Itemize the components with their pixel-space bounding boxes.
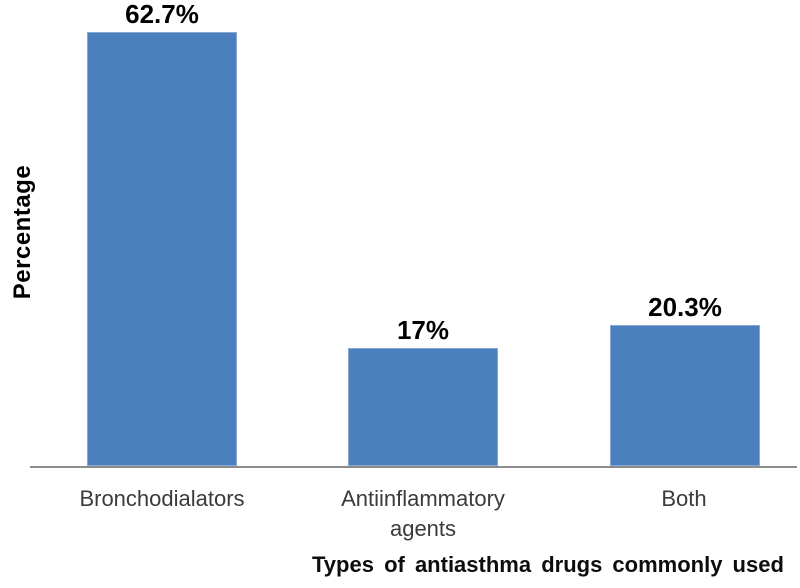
x-axis-title: Types of antiasthma drugs commonly used xyxy=(312,552,784,577)
y-axis-title: Percentage xyxy=(9,164,36,300)
bar-column-bronchodialators: 62.7% xyxy=(87,0,237,466)
bar-bronchodialators xyxy=(87,32,237,466)
bar-both xyxy=(610,325,760,466)
bar-column-antiinflammatory-agents: 17% xyxy=(348,316,498,466)
bar-antiinflammatory-agents xyxy=(348,348,498,466)
category-label-bronchodialators: Bronchodialators xyxy=(79,486,245,511)
value-label-bronchodialators: 62.7% xyxy=(125,0,199,30)
category-label-both: Both xyxy=(661,486,707,511)
bar-column-both: 20.3% xyxy=(610,293,760,466)
value-label-antiinflammatory-agents: 17% xyxy=(396,315,450,346)
x-axis-line xyxy=(30,466,797,468)
value-label-both: 20.3% xyxy=(648,292,722,323)
category-label-antiinflammatory-agents: Antiinflammatory agents xyxy=(341,486,505,541)
